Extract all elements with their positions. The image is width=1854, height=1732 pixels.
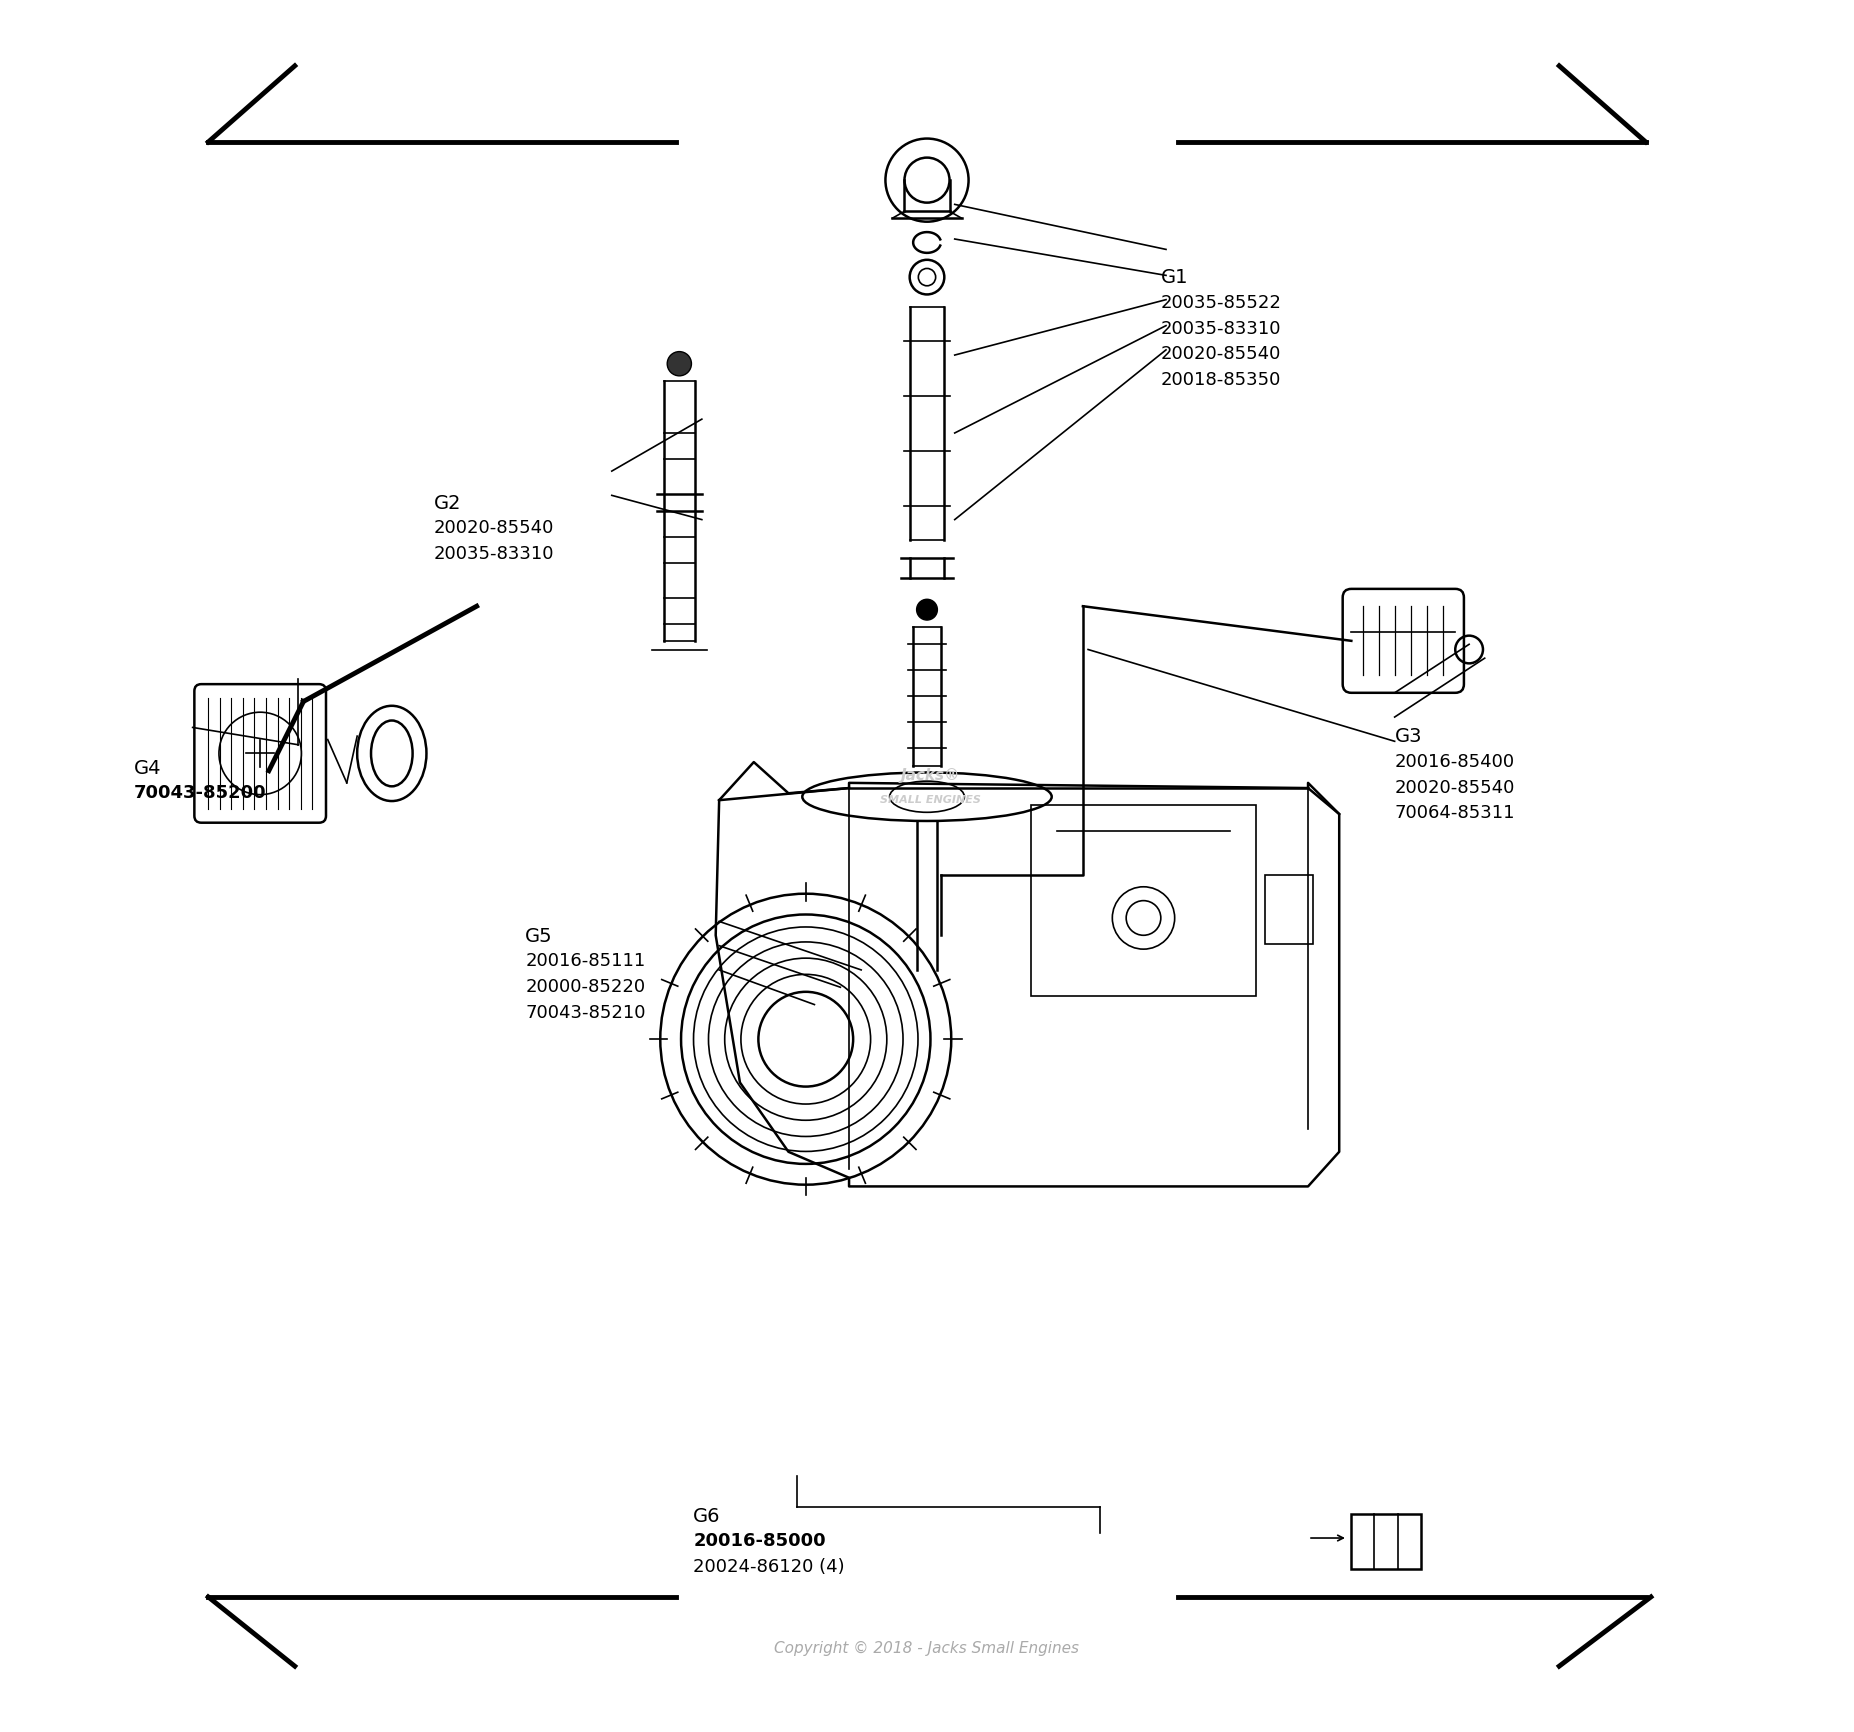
Text: 70064-85311: 70064-85311: [1394, 804, 1515, 823]
Text: Copyright © 2018 - Jacks Small Engines: Copyright © 2018 - Jacks Small Engines: [775, 1642, 1079, 1656]
Text: SMALL ENGINES: SMALL ENGINES: [881, 795, 981, 805]
Text: 20020-85540: 20020-85540: [434, 520, 554, 537]
Text: G5: G5: [525, 927, 552, 946]
Text: 70043-85200: 70043-85200: [133, 785, 267, 802]
Text: 20035-85522: 20035-85522: [1161, 294, 1281, 312]
Text: 20016-85111: 20016-85111: [525, 953, 645, 970]
Circle shape: [916, 599, 938, 620]
Text: Jacks®: Jacks®: [901, 767, 960, 783]
FancyBboxPatch shape: [195, 684, 326, 823]
Text: G3: G3: [1394, 727, 1422, 746]
Circle shape: [660, 894, 951, 1185]
Circle shape: [667, 352, 692, 376]
Bar: [1031, 805, 1255, 996]
Text: 20020-85540: 20020-85540: [1161, 345, 1281, 364]
Text: 20016-85000: 20016-85000: [693, 1533, 825, 1550]
Circle shape: [680, 914, 931, 1164]
Text: 20020-85540: 20020-85540: [1394, 779, 1515, 797]
Text: G6: G6: [693, 1507, 721, 1526]
Text: G2: G2: [434, 494, 462, 513]
Text: 20035-83310: 20035-83310: [1161, 320, 1281, 338]
Text: 20000-85220: 20000-85220: [525, 979, 645, 996]
Text: 70043-85210: 70043-85210: [525, 1003, 645, 1022]
Bar: [1264, 875, 1313, 944]
Text: G1: G1: [1161, 268, 1188, 288]
Text: 20018-85350: 20018-85350: [1161, 371, 1281, 390]
Bar: [1352, 1514, 1420, 1569]
Circle shape: [219, 712, 302, 795]
Text: 20016-85400: 20016-85400: [1394, 753, 1515, 771]
Text: 20024-86120 (4): 20024-86120 (4): [693, 1559, 845, 1576]
Text: G4: G4: [133, 759, 161, 778]
Text: 20035-83310: 20035-83310: [434, 546, 554, 563]
Circle shape: [758, 992, 853, 1086]
